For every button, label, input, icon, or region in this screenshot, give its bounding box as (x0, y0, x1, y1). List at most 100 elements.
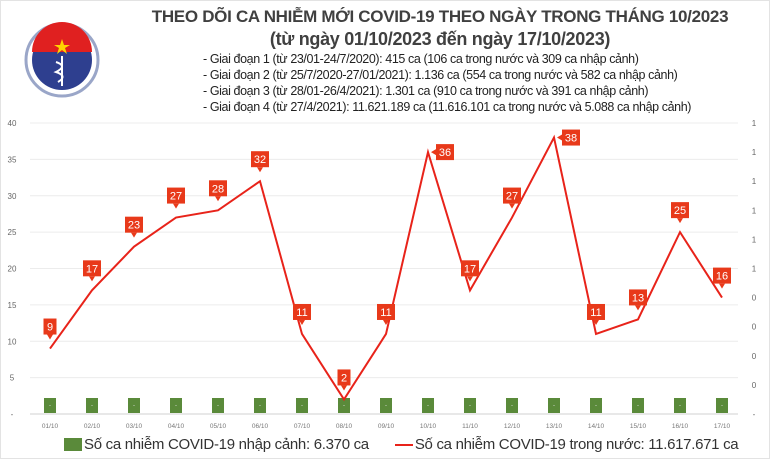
right-axis-tick: 0 (752, 352, 757, 361)
x-axis-tick: 13/10 (546, 423, 563, 430)
bar-data-label: - (511, 403, 513, 409)
line-data-label-pointer (467, 276, 473, 282)
left-axis-tick: 5 (10, 374, 15, 383)
line-data-label-pointer (557, 134, 562, 141)
line-data-label-box (251, 151, 269, 168)
right-axis-tick: 1 (752, 235, 757, 244)
bar-data-label: - (721, 403, 723, 409)
note-phase-3: - Giai đoạn 3 (từ 28/01-26/4/2021): 1.30… (203, 84, 649, 98)
bar-imported (44, 398, 56, 413)
bar-imported (674, 398, 686, 413)
bar-imported (632, 398, 644, 413)
line-data-label-pointer (299, 319, 305, 325)
x-axis-tick: 06/10 (252, 423, 269, 430)
line-data-label-box (562, 129, 580, 146)
legend: Số ca nhiễm COVID-19 nhập cảnh: 6.370 ca… (64, 436, 739, 453)
line-data-label-pointer (719, 283, 725, 289)
bar-data-label: - (301, 403, 303, 409)
bar-imported (338, 398, 350, 413)
bar-imported (506, 398, 518, 413)
left-axis-tick: 20 (8, 265, 17, 274)
line-data-label-pointer (677, 218, 683, 224)
line-data-label: 2 (341, 372, 347, 384)
line-data-label-pointer (131, 232, 137, 238)
x-axis-tick: 09/10 (378, 423, 395, 430)
x-axis-tick: 11/10 (462, 423, 478, 430)
bar-data-label: - (343, 403, 345, 409)
left-axis-tick: 40 (8, 119, 17, 128)
bar-imported (254, 398, 266, 413)
x-axis-tick: 02/10 (84, 423, 101, 430)
x-axis-tick: 08/10 (336, 423, 353, 430)
bar-imported (296, 398, 308, 413)
right-axis-tick: 0 (752, 381, 757, 390)
bar-imported (464, 398, 476, 413)
line-data-label-pointer (47, 334, 53, 340)
line-data-label-pointer (635, 305, 641, 311)
line-data-label: 11 (380, 307, 391, 319)
x-axis-tick: 10/10 (420, 423, 437, 430)
left-axis-tick: 10 (8, 337, 17, 346)
line-domestic (49, 134, 723, 402)
bar-data-label: - (133, 403, 135, 409)
right-axis-tick: 1 (752, 148, 757, 157)
left-axis-tick: 15 (8, 301, 17, 310)
line-data-label: 25 (674, 205, 686, 217)
bar-imported (170, 398, 182, 413)
line-data-label: 17 (86, 263, 98, 275)
line-data-label-box (167, 187, 185, 204)
legend-swatch-line (394, 443, 413, 446)
x-axis-tick: 07/10 (294, 423, 311, 430)
bar-imported (86, 398, 98, 413)
x-axis-tick: 05/10 (210, 423, 227, 430)
line-data-label: 28 (212, 183, 224, 195)
line-data-label: 11 (590, 307, 601, 319)
note-phase-2: - Giai đoạn 2 (từ 25/7/2020-27/01/2021):… (203, 68, 678, 82)
right-axis-tick: 1 (752, 265, 757, 274)
x-axis-tick: 15/10 (630, 423, 647, 430)
line-data-label-pointer (89, 276, 95, 282)
line-data-label-box (436, 144, 454, 161)
title-line-2: (từ ngày 01/10/2023 đến ngày 17/10/2023) (269, 29, 611, 49)
line-data-label-pointer (173, 203, 179, 209)
left-axis-tick: 25 (8, 228, 17, 237)
bar-data-label: - (553, 403, 555, 409)
line-data-label: 16 (716, 271, 728, 283)
line-data-label: 13 (632, 292, 644, 304)
left-axis-tick: 30 (8, 192, 17, 201)
line-data-label-pointer (341, 385, 347, 391)
bar-data-label: - (427, 403, 429, 409)
line-data-label-box (671, 202, 689, 219)
bar-data-label: - (637, 403, 639, 409)
line-data-label: 11 (296, 307, 307, 319)
title-line-1: THEO DÕI CA NHIỄM MỚI COVID-19 THEO NGÀY… (151, 7, 729, 26)
right-axis-tick: 1 (752, 119, 757, 128)
line-data-label-box (461, 260, 479, 277)
line-data-label-box (713, 267, 731, 284)
line-data-label: 9 (47, 322, 53, 334)
line-data-label-box (587, 303, 605, 320)
bar-imported (212, 398, 224, 413)
bar-imported (380, 398, 392, 413)
x-axis-tick: 17/10 (714, 423, 731, 430)
line-data-label-pointer (509, 203, 515, 209)
right-axis-tick: 1 (752, 206, 757, 215)
line-data-label: 27 (170, 191, 182, 203)
note-phase-4: - Giai đoạn 4 (từ 27/4/2021): 11.621.189… (203, 100, 692, 114)
bar-data-label: - (469, 403, 471, 409)
line-data-label-box (83, 260, 101, 277)
line-data-label: 38 (565, 133, 577, 145)
right-axis-tick: 1 (752, 177, 757, 186)
bar-data-label: - (49, 403, 51, 409)
x-axis-tick: 03/10 (126, 423, 143, 430)
line-data-label: 36 (439, 147, 451, 159)
right-axis-tick: 0 (752, 323, 757, 332)
bar-imported (128, 398, 140, 413)
bar-imported (590, 398, 602, 413)
line-data-label-box (293, 303, 311, 320)
line-data-label-box (337, 369, 351, 386)
bar-data-label: - (175, 403, 177, 409)
chart-title: THEO DÕI CA NHIỄM MỚI COVID-19 THEO NGÀY… (140, 6, 740, 50)
right-axis-tick: 0 (752, 294, 757, 303)
